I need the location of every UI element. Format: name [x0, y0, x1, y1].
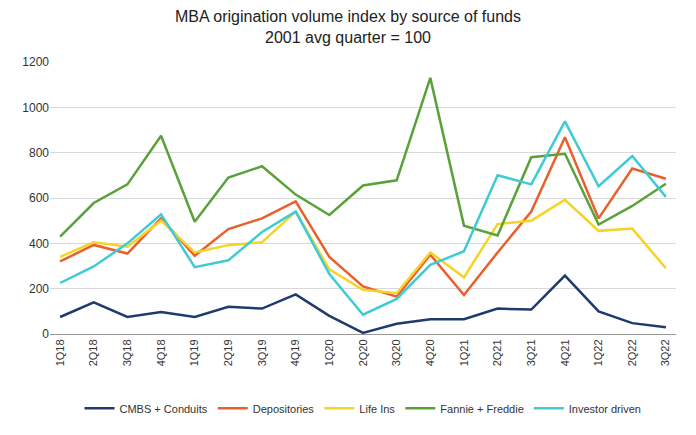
svg-text:4Q19: 4Q19 [289, 339, 301, 366]
svg-text:400: 400 [29, 237, 49, 251]
svg-text:Investor driven: Investor driven [569, 403, 641, 415]
svg-text:CMBS + Conduits: CMBS + Conduits [120, 403, 208, 415]
svg-text:Depositories: Depositories [253, 403, 315, 415]
svg-text:3Q18: 3Q18 [121, 339, 133, 366]
svg-text:Life Ins: Life Ins [359, 403, 395, 415]
svg-text:600: 600 [29, 191, 49, 205]
svg-text:1Q19: 1Q19 [188, 339, 200, 366]
svg-text:3Q20: 3Q20 [390, 339, 402, 366]
svg-text:Fannie + Freddie: Fannie + Freddie [440, 403, 523, 415]
svg-text:4Q20: 4Q20 [424, 339, 436, 366]
svg-text:3Q21: 3Q21 [525, 339, 537, 366]
svg-text:0: 0 [42, 327, 49, 341]
svg-text:MBA origination volume index b: MBA origination volume index by source o… [175, 8, 521, 46]
svg-text:1Q22: 1Q22 [592, 339, 604, 366]
svg-text:1000: 1000 [22, 101, 49, 115]
svg-text:1Q18: 1Q18 [54, 339, 66, 366]
svg-text:4Q21: 4Q21 [559, 339, 571, 366]
svg-text:200: 200 [29, 282, 49, 296]
svg-text:2Q20: 2Q20 [357, 339, 369, 366]
svg-text:1Q20: 1Q20 [323, 339, 335, 366]
svg-text:2Q22: 2Q22 [626, 339, 638, 366]
svg-text:4Q18: 4Q18 [155, 339, 167, 366]
svg-text:1200: 1200 [22, 55, 49, 69]
svg-text:800: 800 [29, 146, 49, 160]
svg-text:2Q19: 2Q19 [222, 339, 234, 366]
svg-text:2Q18: 2Q18 [87, 339, 99, 366]
svg-text:3Q22: 3Q22 [659, 339, 671, 366]
svg-text:3Q19: 3Q19 [256, 339, 268, 366]
svg-text:2Q21: 2Q21 [491, 339, 503, 366]
svg-text:1Q21: 1Q21 [458, 339, 470, 366]
